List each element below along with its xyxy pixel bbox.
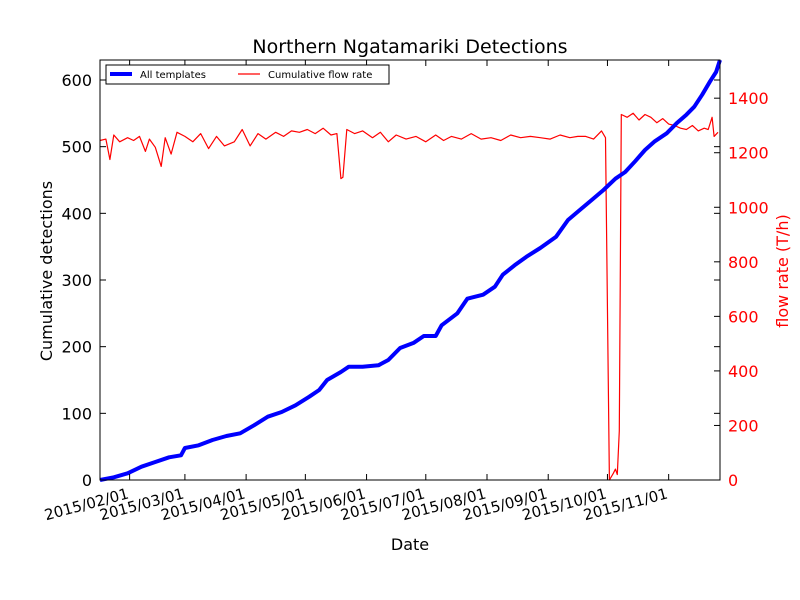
y-axis-left-label: Cumulative detections [37, 181, 56, 361]
y-left-tick-label: 100 [61, 404, 92, 423]
y-right-tick-label: 200 [728, 416, 759, 435]
plot-frame [99, 59, 721, 481]
y-left-tick-label: 200 [61, 338, 92, 357]
y-left-tick-label: 400 [61, 204, 92, 223]
y-right-tick-label: 600 [728, 307, 759, 326]
y-right-tick-label: 800 [728, 253, 759, 272]
chart-title: Northern Ngatamariki Detections [252, 36, 567, 58]
y-left-tick-label: 500 [61, 138, 92, 157]
y-right-tick-label: 1200 [728, 144, 769, 163]
legend-label-detections: All templates [140, 70, 206, 81]
plot-area [99, 59, 722, 482]
y-right-tick-label: 400 [728, 362, 759, 381]
y-axis-right-label: flow rate (T/h) [773, 214, 792, 327]
legend-label-flow: Cumulative flow rate [268, 70, 372, 81]
series-line-cumulative-flow-rate [99, 112, 719, 481]
y-right-tick-label: 1000 [728, 198, 769, 217]
y-right-tick-label: 0 [728, 471, 738, 490]
y-left-tick-label: 300 [61, 271, 92, 290]
legend: All templates Cumulative flow rate [105, 64, 390, 85]
y-left-tick-label: 600 [61, 71, 92, 90]
y-left-tick-label: 0 [82, 471, 92, 490]
x-axis-label: Date [391, 535, 429, 554]
y-right-tick-label: 1400 [728, 89, 769, 108]
series-line-all-templates [99, 59, 722, 482]
